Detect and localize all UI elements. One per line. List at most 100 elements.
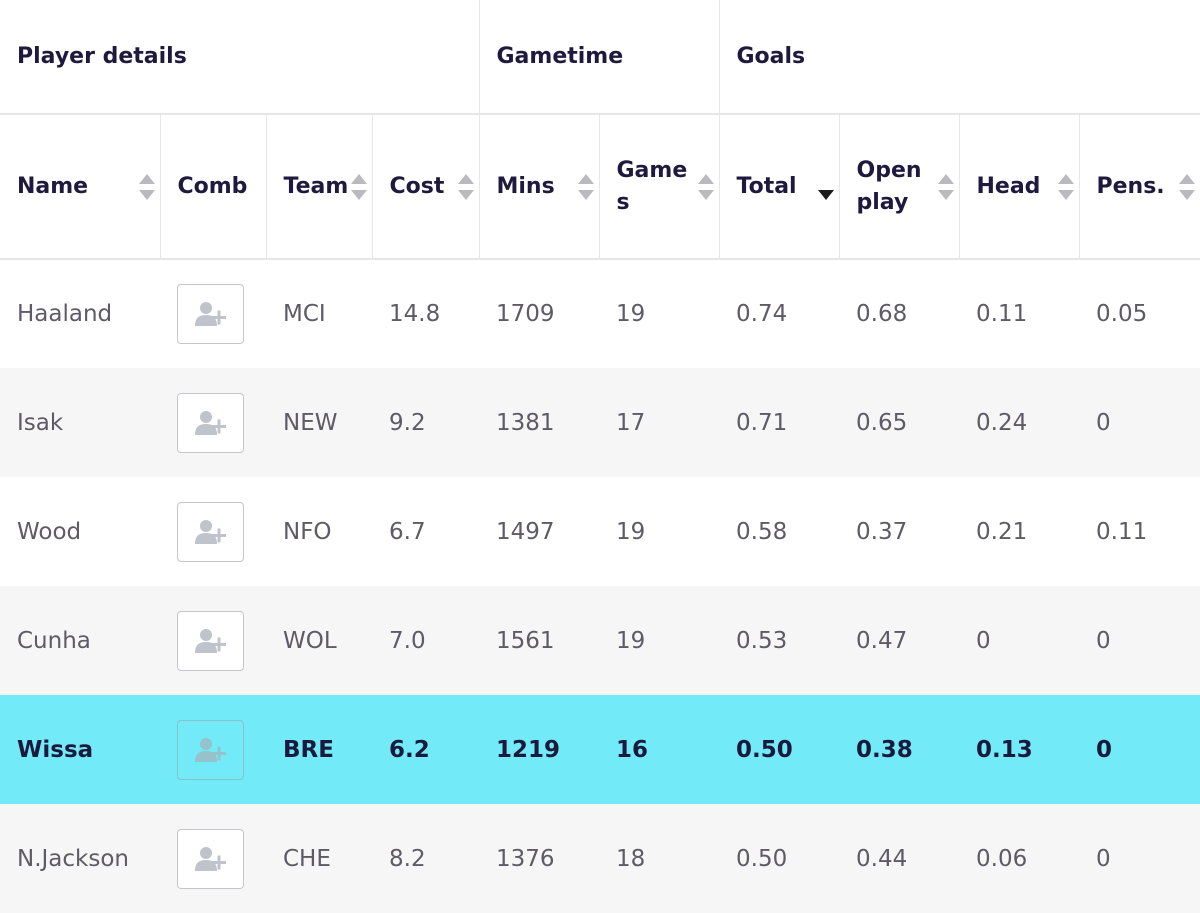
column-label: Mins (496, 173, 555, 199)
goals-pens: 0 (1079, 695, 1200, 804)
mins: 1497 (496, 518, 555, 545)
column-header-games[interactable]: Game s (599, 114, 720, 260)
mins: 1381 (479, 368, 599, 477)
goals-total: 0.71 (719, 368, 839, 477)
goals-open-play: 0.65 (839, 368, 959, 477)
column-header-total[interactable]: Total (719, 114, 840, 260)
team: WOL (266, 586, 372, 695)
sort-icon[interactable] (697, 173, 714, 200)
add-to-combination-button[interactable] (177, 828, 244, 889)
team: MCI (283, 301, 326, 327)
add-to-combination-button[interactable] (177, 284, 244, 344)
goals-open-play: 0.37 (856, 518, 908, 545)
column-label: Cost (389, 173, 445, 199)
add-to-combination-button[interactable] (177, 392, 244, 453)
player-name: Isak (0, 368, 160, 477)
goals-open-play: 0.44 (839, 804, 959, 913)
add-user-icon (194, 846, 226, 871)
sort-icon[interactable] (457, 173, 474, 200)
table-row[interactable]: N.Jackson CHE 8.2 1376 18 0.50 0.44 0.06… (0, 804, 1200, 913)
column-header-head[interactable]: Head (959, 114, 1080, 260)
games: 17 (599, 368, 719, 477)
add-to-combination-button[interactable] (177, 719, 244, 780)
table-row[interactable]: Cunha WOL 7.0 1561 19 0.53 0.47 0 0 (0, 586, 1200, 695)
add-user-icon (194, 410, 226, 435)
add-user-icon (194, 628, 226, 653)
games: 19 (616, 518, 646, 545)
mins: 1219 (479, 695, 599, 804)
comb-cell (160, 368, 266, 477)
column-label: Name (17, 173, 89, 199)
column-label: Open play (856, 157, 922, 215)
cost: 6.7 (389, 518, 426, 545)
goals-pens: 0 (1079, 368, 1200, 477)
comb-cell (160, 695, 266, 804)
table-row-highlighted[interactable]: Wissa BRE 6.2 1219 16 0.50 0.38 0.13 0 (0, 695, 1200, 804)
games: 18 (599, 804, 719, 913)
sort-icon[interactable] (138, 173, 155, 200)
table-row[interactable]: Wood NFO 6.7 1497 19 0.58 0.37 0.21 0.11 (0, 477, 1200, 586)
table-row[interactable]: Haaland MCI 14.8 1709 19 0.74 0.68 0.11 … (0, 259, 1200, 368)
add-to-combination-button[interactable] (177, 610, 244, 671)
player-name: Wood (17, 518, 82, 545)
goals-head: 0.13 (959, 695, 1079, 804)
goals-pens: 0 (1079, 586, 1200, 695)
player-name: Haaland (17, 301, 113, 327)
column-header-row: Name Comb Team Cost Mins Game s (0, 114, 1200, 260)
add-to-combination-button[interactable] (177, 501, 244, 562)
sort-icon[interactable] (577, 173, 594, 200)
comb-cell (160, 804, 266, 913)
column-header-open-play[interactable]: Open play (839, 114, 960, 260)
goals-total: 0.58 (736, 518, 788, 545)
column-label: Comb (177, 173, 248, 199)
column-label: Pens. (1096, 173, 1165, 199)
comb-cell (160, 477, 266, 586)
goals-head: 0.11 (976, 301, 1028, 327)
sort-descending-icon[interactable] (817, 173, 834, 200)
add-user-icon (194, 302, 226, 326)
cost: 9.2 (372, 368, 479, 477)
team: CHE (266, 804, 372, 913)
mins: 1561 (479, 586, 599, 695)
goals-head: 0 (959, 586, 1079, 695)
column-header-team[interactable]: Team (266, 114, 373, 260)
sort-icon[interactable] (350, 173, 367, 200)
sort-icon[interactable] (1057, 173, 1074, 200)
group-header-row: Player details Gametime Goals (0, 0, 1200, 115)
team: NFO (283, 518, 332, 545)
player-name: Cunha (0, 586, 160, 695)
goals-total: 0.53 (719, 586, 839, 695)
table-row[interactable]: Isak NEW 9.2 1381 17 0.71 0.65 0.24 0 (0, 368, 1200, 477)
group-header-player-details: Player details (0, 0, 480, 115)
goals-open-play: 0.47 (839, 586, 959, 695)
goals-total: 0.74 (736, 301, 788, 327)
games: 19 (616, 301, 646, 327)
column-header-pens[interactable]: Pens. (1079, 114, 1200, 260)
goals-open-play: 0.68 (856, 301, 908, 327)
goals-pens: 0.11 (1096, 518, 1148, 545)
team: BRE (266, 695, 372, 804)
column-header-mins[interactable]: Mins (479, 114, 600, 260)
sort-icon[interactable] (937, 173, 954, 200)
goals-total: 0.50 (719, 695, 839, 804)
team: NEW (266, 368, 372, 477)
sort-icon[interactable] (1179, 173, 1196, 200)
player-name: N.Jackson (0, 804, 160, 913)
column-header-cost[interactable]: Cost (372, 114, 480, 260)
column-label: Game s (616, 157, 688, 215)
column-label: Team (283, 173, 349, 199)
games: 16 (599, 695, 719, 804)
group-header-goals: Goals (719, 0, 1200, 115)
column-label: Total (736, 173, 797, 199)
group-header-gametime: Gametime (479, 0, 720, 115)
column-header-name[interactable]: Name (0, 114, 161, 260)
games: 19 (599, 586, 719, 695)
column-label: Head (976, 173, 1041, 199)
cost: 7.0 (372, 586, 479, 695)
add-user-icon (194, 519, 226, 544)
mins: 1376 (479, 804, 599, 913)
goals-head: 0.24 (959, 368, 1079, 477)
cost: 8.2 (372, 804, 479, 913)
comb-cell (160, 259, 266, 368)
